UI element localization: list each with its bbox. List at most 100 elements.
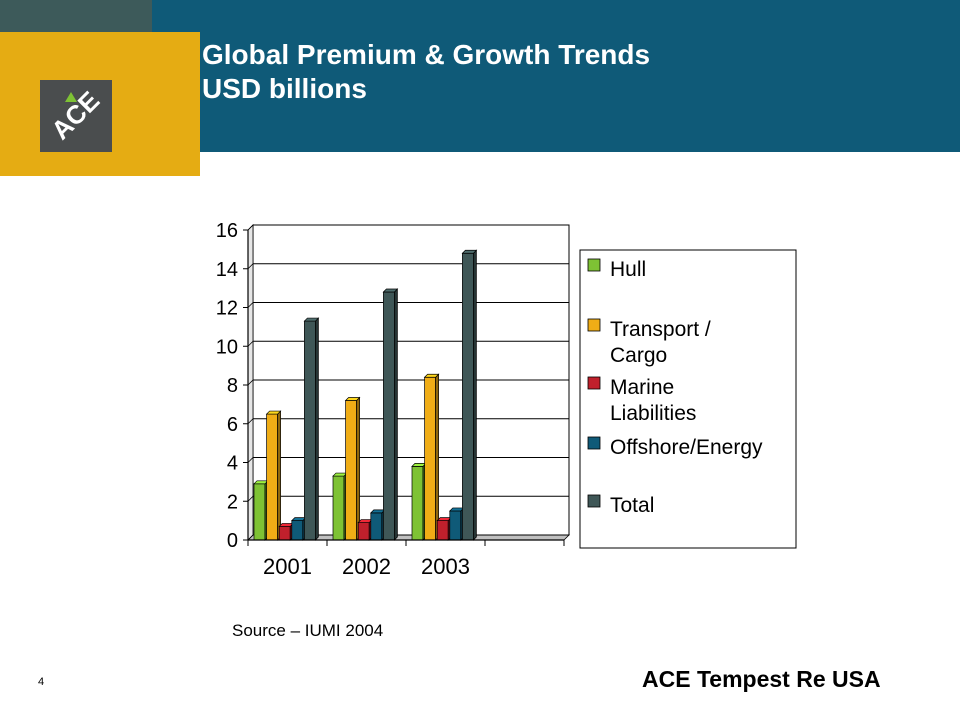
bar-top bbox=[448, 507, 465, 512]
gridline-side bbox=[247, 534, 254, 541]
gridline-side bbox=[247, 379, 254, 386]
gridline-side bbox=[247, 418, 254, 425]
x-tick-label: 2001 bbox=[263, 554, 312, 579]
gridline-side bbox=[247, 263, 254, 270]
legend-swatch bbox=[587, 436, 601, 450]
bar-top bbox=[357, 519, 374, 523]
bar-top bbox=[332, 472, 348, 477]
bar bbox=[461, 249, 478, 541]
bar-front bbox=[449, 510, 462, 541]
x-tick-label: 2002 bbox=[342, 554, 391, 579]
x-axis-ticks: 2001 2002 2003 bbox=[247, 539, 565, 579]
source-note: Source – IUMI 2004 bbox=[232, 621, 384, 640]
legend: Hull Transport / Cargo Marine Liabilities Off… bbox=[579, 249, 797, 549]
y-tick-label: 2 bbox=[227, 491, 238, 513]
bar-top bbox=[423, 373, 440, 378]
bar-front bbox=[370, 512, 383, 541]
legend-label: Total bbox=[610, 494, 654, 517]
y-tick-label: 4 bbox=[227, 453, 238, 475]
page-number: 4 bbox=[38, 676, 45, 688]
legend-swatch bbox=[587, 376, 601, 390]
x-tick-label: 2003 bbox=[421, 554, 470, 579]
bar bbox=[344, 396, 361, 541]
legend-item: Transport / Cargo bbox=[587, 318, 711, 367]
legend-item: Offshore/Energy bbox=[587, 436, 763, 459]
plot-area bbox=[247, 224, 570, 541]
ace-logo: ACE bbox=[40, 80, 112, 152]
bar-top bbox=[278, 523, 295, 527]
bar-front bbox=[357, 522, 370, 541]
bars bbox=[253, 249, 478, 541]
gridline-side bbox=[247, 457, 254, 463]
bar-front bbox=[291, 520, 304, 541]
bar-side bbox=[356, 396, 360, 541]
bar-front bbox=[253, 483, 266, 541]
bar-top bbox=[436, 517, 453, 521]
bar-front bbox=[332, 475, 345, 541]
legend-label: Hull bbox=[610, 258, 646, 281]
bar bbox=[382, 288, 399, 541]
legend-label: Transport / Cargo bbox=[610, 318, 711, 367]
footer-brand: ACE Tempest Re USA bbox=[642, 666, 881, 692]
bar-side bbox=[435, 373, 439, 541]
legend-swatch bbox=[587, 318, 601, 332]
bar-top bbox=[253, 480, 269, 485]
legend-swatch bbox=[587, 494, 601, 508]
bar-front bbox=[278, 526, 291, 541]
legend-label: Marine Liabilities bbox=[610, 376, 696, 425]
bar-front bbox=[383, 291, 395, 541]
bar-top bbox=[461, 249, 478, 254]
bar bbox=[253, 479, 269, 541]
gridline-side bbox=[247, 302, 254, 308]
bar bbox=[290, 516, 307, 541]
bar bbox=[448, 507, 465, 541]
bar bbox=[332, 472, 348, 541]
bar bbox=[436, 516, 453, 541]
legend-swatch bbox=[587, 258, 601, 272]
y-tick-label: 10 bbox=[216, 336, 238, 358]
legend-item: Marine Liabilities bbox=[587, 376, 696, 425]
gridline-side bbox=[247, 224, 254, 231]
bar-front bbox=[345, 400, 357, 541]
y-tick-label: 16 bbox=[216, 220, 238, 242]
bar-top bbox=[411, 463, 427, 467]
logo-triangle bbox=[65, 92, 77, 102]
bar-front bbox=[462, 252, 474, 541]
title-line-1: Global Premium & Growth Trends bbox=[202, 39, 651, 70]
gridline-side bbox=[247, 340, 254, 347]
bar bbox=[357, 518, 374, 541]
bar-side bbox=[394, 288, 398, 541]
bar bbox=[278, 522, 295, 541]
bar bbox=[303, 317, 320, 541]
title-line-2: USD billions bbox=[202, 73, 367, 104]
bar-front bbox=[266, 413, 278, 541]
y-tick-label: 0 bbox=[227, 530, 238, 552]
legend-label: Offshore/Energy bbox=[610, 436, 763, 459]
y-tick-label: 12 bbox=[216, 298, 238, 320]
bar-side bbox=[277, 410, 281, 541]
bar-top bbox=[290, 517, 307, 521]
bar-top bbox=[369, 509, 386, 514]
y-tick-label: 14 bbox=[216, 259, 238, 281]
ace-logo-icon: ACE bbox=[45, 85, 105, 145]
bar bbox=[369, 509, 386, 541]
bar bbox=[423, 373, 440, 541]
bar-front bbox=[411, 466, 424, 541]
y-axis-ticks: 0 2 4 6 8 10 12 14 16 bbox=[216, 220, 249, 552]
header-corner-accent bbox=[0, 0, 152, 32]
slide-title: Global Premium & Growth Trends USD billi… bbox=[202, 38, 650, 106]
legend-item: Total bbox=[587, 494, 654, 517]
bar bbox=[411, 462, 427, 541]
bar-side bbox=[473, 249, 477, 541]
y-tick-label: 8 bbox=[227, 375, 238, 397]
y-tick-label: 6 bbox=[227, 414, 238, 436]
bar-top bbox=[265, 410, 282, 415]
bar-top bbox=[382, 288, 399, 293]
bar-top bbox=[344, 397, 361, 401]
legend-box bbox=[579, 249, 797, 549]
bar-front bbox=[424, 376, 436, 541]
bar-front bbox=[304, 320, 316, 541]
bar-front bbox=[436, 520, 449, 541]
bar-side bbox=[315, 317, 319, 541]
